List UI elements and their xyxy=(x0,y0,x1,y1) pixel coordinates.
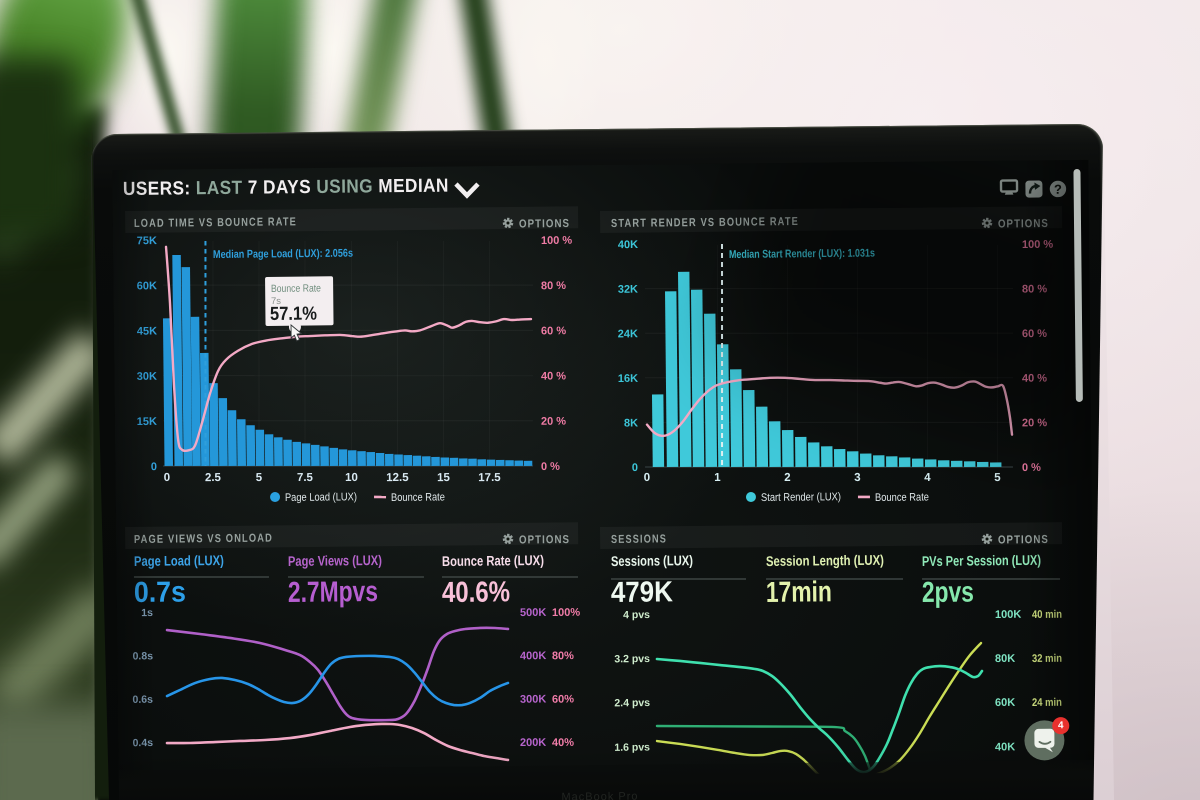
svg-text:SESSIONS: SESSIONS xyxy=(611,533,667,546)
svg-text:0: 0 xyxy=(632,462,638,474)
svg-text:0 %: 0 % xyxy=(541,461,560,473)
svg-text:1: 1 xyxy=(714,472,721,484)
svg-text:500K: 500K xyxy=(520,607,546,619)
svg-text:15K: 15K xyxy=(137,416,157,428)
svg-text:OPTIONS: OPTIONS xyxy=(998,534,1049,547)
svg-text:40K: 40K xyxy=(618,239,638,251)
svg-text:2.4 pvs: 2.4 pvs xyxy=(614,697,650,709)
svg-text:40 min: 40 min xyxy=(1032,609,1062,621)
svg-text:OPTIONS: OPTIONS xyxy=(519,218,570,231)
svg-text:15: 15 xyxy=(437,472,451,484)
svg-text:PVs Per Session (LUX): PVs Per Session (LUX) xyxy=(922,552,1041,569)
svg-text:32K: 32K xyxy=(618,284,638,296)
svg-text:Bounce Rate: Bounce Rate xyxy=(271,282,321,295)
svg-text:Median Page Load (LUX): 2.056s: Median Page Load (LUX): 2.056s xyxy=(213,248,353,261)
svg-text:45K: 45K xyxy=(137,325,157,337)
svg-text:80 %: 80 % xyxy=(541,280,566,292)
svg-text:5: 5 xyxy=(256,472,263,484)
svg-text:80%: 80% xyxy=(552,650,574,662)
svg-text:8K: 8K xyxy=(624,417,638,429)
svg-text:7.5: 7.5 xyxy=(297,472,314,484)
svg-text:100K: 100K xyxy=(995,609,1021,621)
svg-text:Page Load (LUX): Page Load (LUX) xyxy=(134,552,224,569)
svg-text:57.1%: 57.1% xyxy=(270,304,317,325)
svg-text:1.6 pvs: 1.6 pvs xyxy=(614,741,650,753)
svg-text:200K: 200K xyxy=(520,737,546,749)
svg-text:24 min: 24 min xyxy=(1032,697,1062,709)
svg-text:Bounce Rate: Bounce Rate xyxy=(875,491,929,504)
svg-text:0: 0 xyxy=(164,472,171,484)
svg-text:4: 4 xyxy=(924,472,931,484)
svg-text:1s: 1s xyxy=(141,607,153,619)
svg-text:0: 0 xyxy=(151,461,157,473)
svg-text:0 %: 0 % xyxy=(1022,462,1041,474)
svg-text:479K: 479K xyxy=(611,576,673,609)
svg-text:40 %: 40 % xyxy=(541,370,566,382)
svg-text:0.6s: 0.6s xyxy=(132,694,153,706)
svg-text:5: 5 xyxy=(994,472,1001,484)
svg-text:60 %: 60 % xyxy=(541,325,566,337)
svg-text:17.5: 17.5 xyxy=(478,472,501,484)
svg-text:2: 2 xyxy=(784,472,791,484)
svg-text:24K: 24K xyxy=(618,328,638,340)
svg-text:60%: 60% xyxy=(552,693,574,705)
svg-text:Session Length (LUX): Session Length (LUX) xyxy=(766,552,884,569)
svg-text:0.4s: 0.4s xyxy=(133,737,154,749)
svg-text:0.7s: 0.7s xyxy=(134,576,186,609)
svg-text:Page Views (LUX): Page Views (LUX) xyxy=(288,552,382,569)
svg-text:300K: 300K xyxy=(520,693,546,705)
svg-text:OPTIONS: OPTIONS xyxy=(519,534,570,547)
svg-text:2.7Mpvs: 2.7Mpvs xyxy=(288,576,378,609)
svg-text:0: 0 xyxy=(644,472,651,484)
svg-text:40K: 40K xyxy=(995,741,1015,753)
svg-text:USERS: LAST 7 DAYS USING MEDIA: USERS: LAST 7 DAYS USING MEDIAN xyxy=(123,176,449,200)
svg-text:PAGE VIEWS VS ONLOAD: PAGE VIEWS VS ONLOAD xyxy=(134,533,273,546)
svg-text:Start Render (LUX): Start Render (LUX) xyxy=(761,491,841,504)
svg-text:Bounce Rate (LUX): Bounce Rate (LUX) xyxy=(442,552,544,569)
svg-text:0.8s: 0.8s xyxy=(132,650,153,662)
svg-text:Sessions (LUX): Sessions (LUX) xyxy=(611,552,693,569)
svg-text:2.5: 2.5 xyxy=(205,472,222,484)
svg-text:4 pvs: 4 pvs xyxy=(623,609,650,621)
svg-text:17min: 17min xyxy=(766,576,832,609)
svg-text:400K: 400K xyxy=(520,650,546,662)
svg-text:60K: 60K xyxy=(995,697,1015,709)
svg-text:10: 10 xyxy=(345,472,358,484)
svg-text:75K: 75K xyxy=(137,235,157,247)
svg-text:Bounce Rate: Bounce Rate xyxy=(391,491,445,504)
svg-text:3.2 pvs: 3.2 pvs xyxy=(614,653,650,665)
svg-text:40%: 40% xyxy=(552,737,574,749)
svg-text:12.5: 12.5 xyxy=(386,472,409,484)
svg-text:2pvs: 2pvs xyxy=(922,576,974,609)
svg-text:80K: 80K xyxy=(995,653,1015,665)
svg-text:3: 3 xyxy=(854,472,861,484)
svg-text:100 %: 100 % xyxy=(541,235,573,247)
svg-text:32 min: 32 min xyxy=(1032,653,1062,665)
svg-text:100%: 100% xyxy=(552,607,580,619)
svg-text:40.6%: 40.6% xyxy=(442,576,511,609)
svg-text:16K: 16K xyxy=(618,373,638,385)
svg-text:Page Load (LUX): Page Load (LUX) xyxy=(285,491,357,504)
svg-text:60K: 60K xyxy=(137,280,157,292)
svg-text:20 %: 20 % xyxy=(541,416,566,428)
svg-text:30K: 30K xyxy=(137,371,157,383)
svg-text:LOAD TIME VS BOUNCE RATE: LOAD TIME VS BOUNCE RATE xyxy=(134,216,297,230)
